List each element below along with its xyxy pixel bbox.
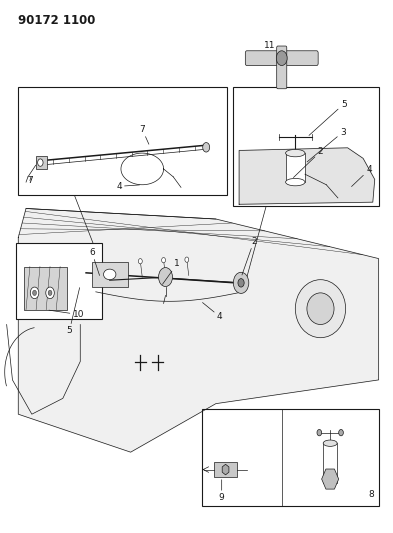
Circle shape [158, 268, 173, 287]
Bar [18, 87, 228, 195]
Circle shape [339, 430, 343, 436]
Circle shape [138, 259, 142, 264]
Text: 4: 4 [116, 182, 140, 191]
Bar [286, 153, 305, 182]
Text: 7: 7 [140, 125, 149, 144]
Bar [24, 266, 67, 310]
Text: 4: 4 [202, 303, 222, 321]
FancyBboxPatch shape [277, 46, 287, 89]
Ellipse shape [286, 149, 305, 157]
Bar [92, 262, 128, 287]
Ellipse shape [295, 280, 346, 338]
Circle shape [233, 272, 249, 293]
Text: 2: 2 [242, 237, 257, 275]
Circle shape [276, 51, 287, 66]
Bar [17, 243, 101, 319]
Text: 10: 10 [49, 310, 84, 319]
Text: 2: 2 [294, 147, 323, 177]
Text: 6: 6 [89, 248, 99, 276]
Circle shape [317, 430, 321, 436]
Bar [214, 462, 237, 477]
Circle shape [38, 159, 43, 166]
Ellipse shape [323, 440, 337, 446]
Circle shape [48, 290, 52, 295]
Bar [233, 87, 378, 206]
Bar [323, 443, 337, 483]
Circle shape [185, 257, 189, 262]
Polygon shape [239, 148, 375, 204]
Ellipse shape [203, 142, 210, 152]
Ellipse shape [307, 293, 334, 325]
Bar [36, 156, 46, 169]
Circle shape [30, 287, 39, 298]
Text: 7: 7 [27, 176, 33, 185]
Circle shape [46, 287, 54, 298]
Text: 1: 1 [162, 260, 180, 284]
Ellipse shape [286, 179, 305, 186]
Text: 11: 11 [264, 41, 276, 50]
FancyBboxPatch shape [245, 51, 318, 66]
Text: 5: 5 [309, 100, 347, 135]
Text: 4: 4 [352, 165, 372, 187]
Circle shape [33, 290, 37, 295]
Text: 3: 3 [307, 127, 346, 162]
Text: 5: 5 [66, 288, 80, 335]
Ellipse shape [103, 269, 116, 280]
Circle shape [238, 279, 244, 287]
Text: 9: 9 [219, 480, 224, 502]
Bar [202, 409, 378, 506]
Circle shape [162, 257, 165, 263]
Polygon shape [18, 208, 378, 452]
Text: 90172 1100: 90172 1100 [18, 14, 95, 27]
Text: 8: 8 [368, 490, 374, 498]
